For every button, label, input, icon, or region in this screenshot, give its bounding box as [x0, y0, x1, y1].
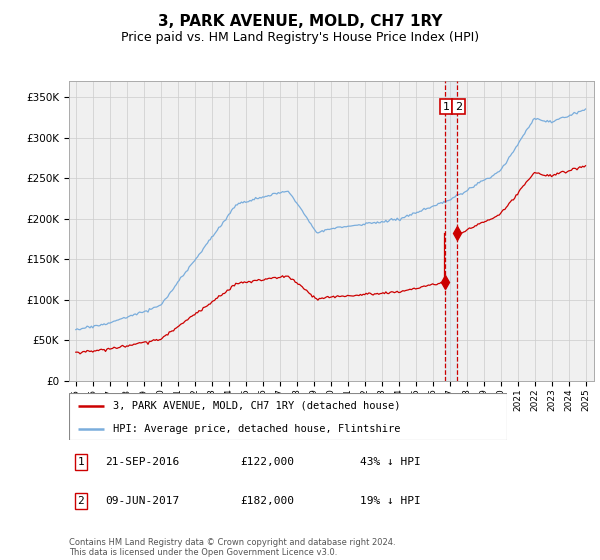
Text: 2: 2: [455, 102, 462, 111]
Text: £182,000: £182,000: [240, 496, 294, 506]
Text: 2: 2: [77, 496, 85, 506]
Text: 43% ↓ HPI: 43% ↓ HPI: [360, 457, 421, 467]
Text: 3, PARK AVENUE, MOLD, CH7 1RY: 3, PARK AVENUE, MOLD, CH7 1RY: [158, 14, 442, 29]
Text: 1: 1: [443, 102, 449, 111]
Text: 1: 1: [77, 457, 85, 467]
Text: 09-JUN-2017: 09-JUN-2017: [105, 496, 179, 506]
Text: 19% ↓ HPI: 19% ↓ HPI: [360, 496, 421, 506]
Text: 3, PARK AVENUE, MOLD, CH7 1RY (detached house): 3, PARK AVENUE, MOLD, CH7 1RY (detached …: [113, 400, 400, 410]
Text: £122,000: £122,000: [240, 457, 294, 467]
Text: Price paid vs. HM Land Registry's House Price Index (HPI): Price paid vs. HM Land Registry's House …: [121, 31, 479, 44]
Text: Contains HM Land Registry data © Crown copyright and database right 2024.
This d: Contains HM Land Registry data © Crown c…: [69, 538, 395, 557]
Text: HPI: Average price, detached house, Flintshire: HPI: Average price, detached house, Flin…: [113, 424, 400, 434]
Text: 21-SEP-2016: 21-SEP-2016: [105, 457, 179, 467]
Bar: [445, 81, 457, 381]
